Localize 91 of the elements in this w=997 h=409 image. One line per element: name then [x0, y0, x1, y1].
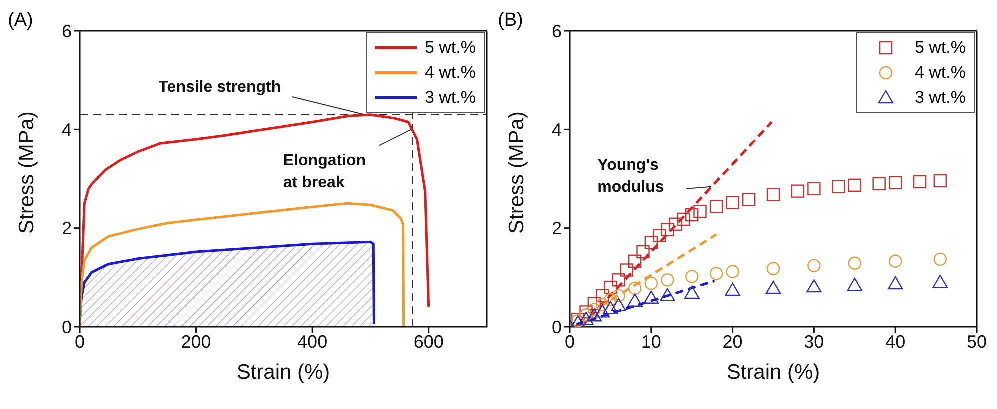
point — [872, 177, 886, 191]
y-tick-label: 0 — [552, 317, 562, 338]
point — [766, 188, 780, 202]
point — [808, 182, 821, 196]
y-axis-title: Stress (MPa) — [505, 111, 528, 234]
point — [686, 208, 699, 222]
point — [694, 204, 707, 218]
y-tick-label: 2 — [552, 218, 562, 239]
point — [889, 176, 902, 190]
y-tick-label: 4 — [62, 120, 72, 140]
point — [652, 229, 666, 242]
point — [644, 276, 658, 290]
point — [603, 301, 618, 314]
point — [628, 294, 643, 307]
x-tick-label: 10 — [641, 332, 662, 352]
y-axis-title: Stress (MPa) — [15, 111, 38, 234]
y-tick-label: 6 — [62, 21, 72, 42]
point — [677, 212, 691, 226]
point — [766, 262, 780, 276]
point — [604, 280, 618, 294]
point — [660, 288, 676, 302]
legend-label: 4 wt.% — [914, 62, 966, 84]
point — [766, 280, 782, 294]
point — [661, 274, 674, 287]
y-tick-label: 2 — [62, 218, 72, 239]
point — [636, 245, 650, 259]
y-tick-label: 6 — [552, 21, 562, 42]
point — [913, 175, 927, 189]
annotation: Elongation at break — [283, 152, 366, 192]
line-series — [80, 202, 406, 327]
legend-label: 3 wt.% — [914, 87, 966, 109]
point — [725, 282, 740, 296]
point — [710, 200, 724, 214]
y-tick-label: 4 — [552, 120, 562, 140]
point — [848, 178, 862, 192]
x-axis-title: Strain (%) — [236, 361, 330, 384]
point — [588, 303, 602, 316]
point — [586, 308, 602, 322]
point — [628, 254, 642, 268]
point — [644, 236, 658, 250]
point — [580, 308, 593, 322]
chart-title: (B) — [498, 10, 524, 32]
point — [594, 304, 610, 318]
point — [726, 196, 740, 210]
point — [612, 289, 626, 303]
x-tick-label: 50 — [966, 332, 988, 352]
point — [932, 275, 948, 288]
point — [832, 180, 846, 194]
x-tick-label: 400 — [298, 332, 328, 352]
legend-label: 5 wt.% — [914, 37, 966, 59]
point — [596, 298, 610, 312]
point — [742, 193, 756, 206]
point — [588, 297, 602, 310]
x-axis-title: Strain (%) — [726, 361, 820, 384]
point — [806, 279, 822, 293]
chart-title: (A) — [8, 10, 34, 32]
x-tick-label: 600 — [414, 332, 444, 352]
y-tick-label: 0 — [62, 317, 72, 338]
point — [620, 264, 634, 277]
point — [669, 218, 682, 231]
legend-label: 3 wt.% — [424, 87, 476, 109]
point — [684, 286, 700, 300]
point — [791, 184, 805, 198]
point — [661, 223, 674, 236]
point — [612, 274, 626, 287]
legend-label: 5 wt.% — [424, 37, 476, 59]
point — [611, 298, 626, 312]
point — [710, 267, 724, 280]
point — [934, 174, 947, 188]
x-tick-label: 200 — [181, 332, 212, 352]
x-tick-label: 30 — [804, 332, 824, 352]
point — [889, 254, 902, 268]
annotation: Tensile strength — [158, 78, 282, 96]
point — [604, 293, 618, 306]
x-tick-label: 40 — [886, 332, 906, 352]
point — [644, 290, 659, 304]
point — [686, 270, 699, 284]
x-tick-label: 20 — [722, 332, 743, 352]
x-tick-label: 0 — [74, 332, 86, 352]
point — [628, 282, 642, 296]
point — [726, 265, 740, 278]
point — [934, 252, 947, 266]
point — [888, 276, 904, 290]
point — [847, 278, 862, 292]
annotation: Young's modulus — [598, 156, 664, 196]
point — [808, 259, 821, 272]
legend-label: 4 wt.% — [424, 62, 476, 84]
point — [596, 289, 610, 303]
point — [578, 312, 594, 326]
x-tick-label: 0 — [564, 332, 576, 352]
point — [848, 256, 862, 270]
